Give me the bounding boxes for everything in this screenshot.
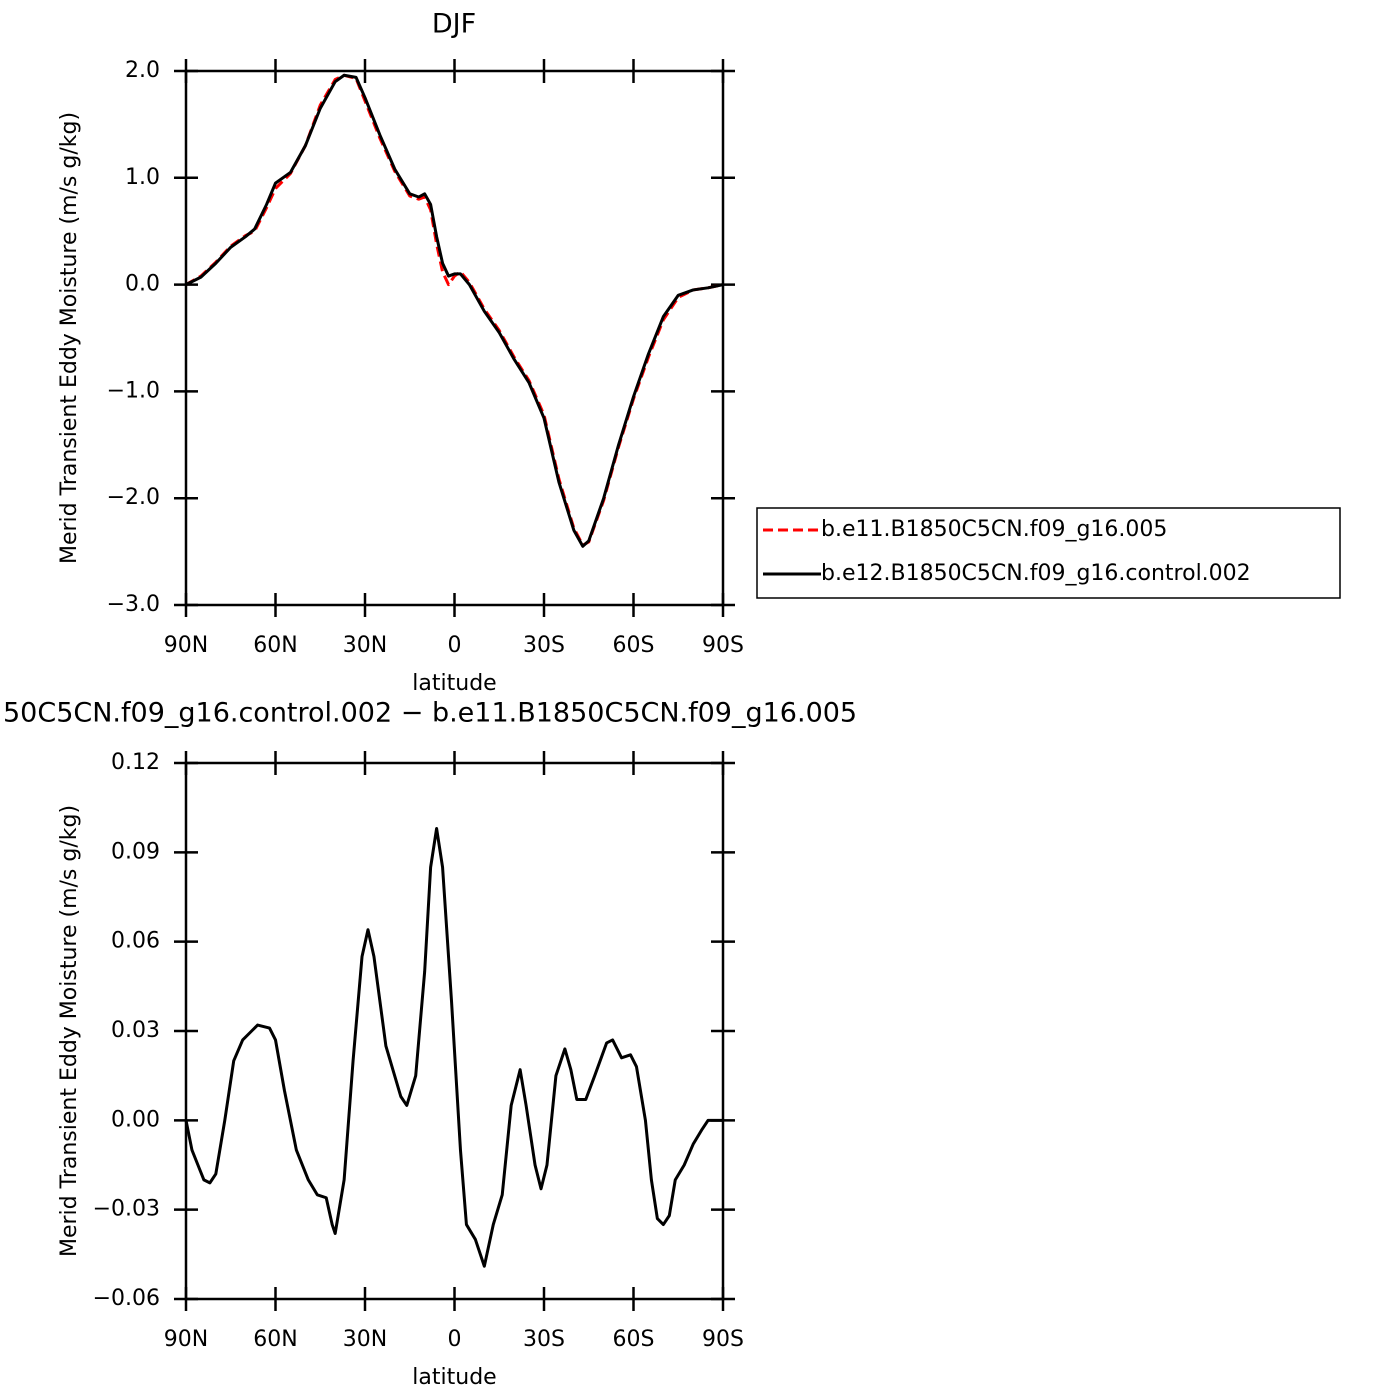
y-tick-label: −1.0 xyxy=(107,378,160,403)
x-axis-label: latitude xyxy=(412,671,496,696)
x-axis-label: latitude xyxy=(412,1365,496,1390)
y-tick-label: −0.03 xyxy=(93,1197,160,1222)
y-tick-label: 0.12 xyxy=(111,750,160,775)
y-tick-label: −3.0 xyxy=(107,592,160,617)
x-tick-label: 90N xyxy=(164,1327,208,1352)
y-tick-label: 0.09 xyxy=(111,839,160,864)
x-tick-label: 0 xyxy=(448,1327,462,1352)
x-tick-label: 30N xyxy=(343,633,387,658)
x-tick-label: 30S xyxy=(523,1327,565,1352)
y-axis-label: Merid Transient Eddy Moisture (m/s g/kg) xyxy=(57,805,82,1257)
x-tick-label: 90S xyxy=(702,633,744,658)
x-tick-label: 60N xyxy=(253,1327,297,1352)
y-tick-label: −0.06 xyxy=(93,1286,160,1311)
x-tick-label: 60S xyxy=(613,633,655,658)
y-axis-label: Merid Transient Eddy Moisture (m/s g/kg) xyxy=(57,112,82,564)
y-tick-label: 0.03 xyxy=(111,1018,160,1043)
y-tick-label: 0.06 xyxy=(111,929,160,954)
legend-box xyxy=(756,507,1341,599)
x-tick-label: 60N xyxy=(253,633,297,658)
chart-title: DJF xyxy=(432,9,476,40)
x-tick-label: 30S xyxy=(523,633,565,658)
series-line xyxy=(185,73,724,548)
x-tick-label: 90S xyxy=(702,1327,744,1352)
chart-title: 50C5CN.f09_g16.control.002 − b.e11.B1850… xyxy=(3,698,857,729)
y-tick-label: 2.0 xyxy=(125,58,160,83)
series-line xyxy=(184,827,723,1268)
y-tick-label: 1.0 xyxy=(125,165,160,190)
x-tick-label: 60S xyxy=(613,1327,655,1352)
x-tick-label: 90N xyxy=(164,633,208,658)
series-line xyxy=(185,73,724,547)
legend-label: b.e11.B1850C5CN.f09_g16.005 xyxy=(821,517,1167,542)
y-tick-label: 0.0 xyxy=(125,272,160,297)
y-tick-label: −2.0 xyxy=(107,485,160,510)
x-tick-label: 0 xyxy=(448,633,462,658)
plot-frame xyxy=(184,761,725,1301)
y-tick-label: 0.00 xyxy=(111,1107,160,1132)
legend-label: b.e12.B1850C5CN.f09_g16.control.002 xyxy=(821,561,1251,586)
plot-frame xyxy=(184,69,725,607)
x-tick-label: 30N xyxy=(343,1327,387,1352)
